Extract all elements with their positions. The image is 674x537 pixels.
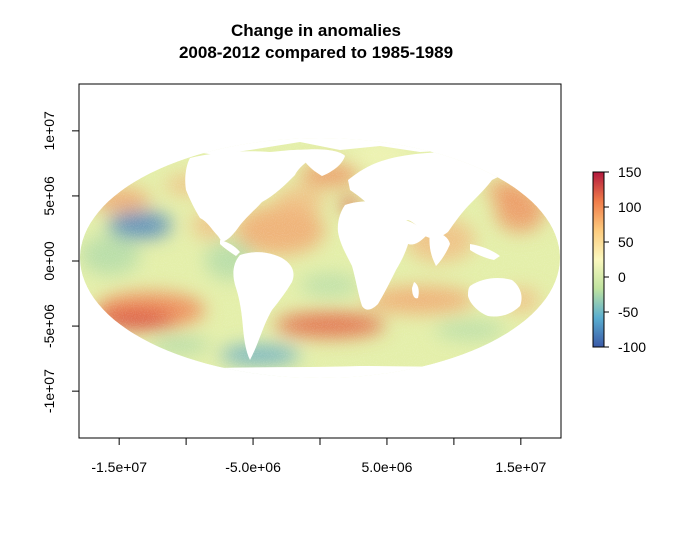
legend-tick-label: 100 bbox=[618, 199, 642, 215]
chart-title-line2: 2008-2012 compared to 1985-1989 bbox=[179, 43, 453, 62]
y-tick-label: 5e+06 bbox=[41, 176, 57, 216]
land-arabia bbox=[403, 220, 426, 245]
x-axis: -1.5e+07 -5.0e+06 5.0e+06 1.5e+07 bbox=[91, 438, 547, 475]
chart-title-line1: Change in anomalies bbox=[231, 21, 401, 40]
x-tick-label: 5.0e+06 bbox=[361, 459, 412, 475]
colour-legend: 150 100 50 0 -50 -100 bbox=[592, 164, 646, 355]
y-tick-label: 0e+00 bbox=[41, 241, 57, 281]
legend-tick-label: 150 bbox=[618, 164, 642, 180]
land-madagascar bbox=[412, 282, 419, 299]
y-tick-label: 1e+07 bbox=[41, 111, 57, 151]
land-africa bbox=[337, 201, 410, 310]
y-axis: -1e+07 -5e+06 0e+00 5e+06 1e+07 bbox=[41, 111, 79, 413]
x-tick-label: 1.5e+07 bbox=[495, 459, 546, 475]
legend-tick-label: -50 bbox=[618, 304, 638, 320]
x-tick-label: -1.5e+07 bbox=[91, 459, 147, 475]
legend-tick-label: -100 bbox=[618, 339, 646, 355]
land-north-america bbox=[185, 149, 320, 242]
land-australia bbox=[468, 278, 522, 317]
land-greenland bbox=[300, 149, 345, 176]
y-tick-label: -1e+07 bbox=[41, 369, 57, 413]
y-tick-label: -5e+06 bbox=[41, 304, 57, 348]
map-globe bbox=[80, 138, 560, 378]
land-south-america bbox=[233, 252, 294, 360]
legend-tick-label: 50 bbox=[618, 234, 634, 250]
land-india bbox=[429, 232, 450, 266]
legend-colour-bar bbox=[592, 171, 605, 348]
land-antarctica bbox=[170, 366, 520, 378]
x-tick-label: -5.0e+06 bbox=[225, 459, 281, 475]
land-central-america bbox=[220, 240, 240, 256]
legend-tick-label: 0 bbox=[618, 269, 626, 285]
land-indonesia bbox=[470, 244, 500, 260]
